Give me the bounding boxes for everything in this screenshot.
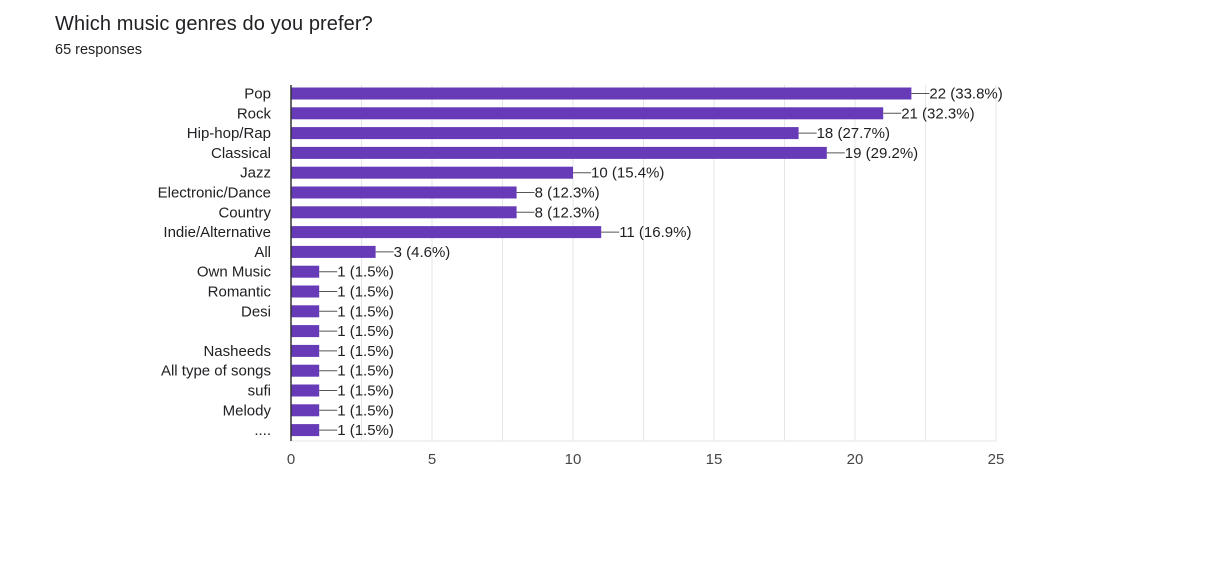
data-label: 22 (33.8%) bbox=[929, 86, 1002, 103]
category-label: Electronic/Dance bbox=[158, 185, 271, 202]
bar bbox=[291, 325, 320, 338]
x-tick-label: 25 bbox=[988, 451, 1005, 468]
data-label: 1 (1.5%) bbox=[337, 323, 394, 340]
question-title: Which music genres do you prefer? bbox=[55, 13, 373, 35]
x-tick-label: 5 bbox=[428, 451, 436, 468]
bar bbox=[291, 127, 799, 140]
bar bbox=[291, 245, 376, 258]
bar bbox=[291, 107, 884, 120]
category-label: Desi bbox=[241, 303, 271, 320]
category-label: All type of songs bbox=[161, 363, 271, 380]
bar bbox=[291, 404, 320, 417]
category-label: Melody bbox=[223, 402, 272, 419]
category-label: Country bbox=[218, 204, 271, 221]
category-label: Pop bbox=[244, 86, 271, 103]
data-label: 10 (15.4%) bbox=[591, 165, 664, 182]
x-tick-label: 15 bbox=[706, 451, 723, 468]
data-label: 3 (4.6%) bbox=[394, 244, 451, 261]
category-labels: Pop Rock Hip-hop/Rap Classical Jazz Electroni… bbox=[158, 86, 272, 440]
category-label: .... bbox=[254, 422, 271, 439]
bar bbox=[291, 344, 320, 357]
bars bbox=[291, 87, 912, 437]
x-tick-label: 10 bbox=[565, 451, 582, 468]
data-label: 1 (1.5%) bbox=[337, 284, 394, 301]
data-label: 1 (1.5%) bbox=[337, 264, 394, 281]
bar bbox=[291, 305, 320, 318]
bar bbox=[291, 186, 517, 199]
data-label: 1 (1.5%) bbox=[337, 422, 394, 439]
bar bbox=[291, 384, 320, 397]
data-label: 8 (12.3%) bbox=[535, 204, 600, 221]
bar bbox=[291, 166, 573, 179]
category-label: Indie/Alternative bbox=[163, 224, 271, 241]
bar bbox=[291, 285, 320, 298]
data-label: 11 (16.9%) bbox=[619, 224, 691, 241]
bar bbox=[291, 226, 602, 239]
bar bbox=[291, 87, 912, 100]
data-labels: 22 (33.8%) 21 (32.3%) 18 (27.7%) 19 (29.2%)… bbox=[319, 86, 1003, 439]
x-axis-ticks: 0 5 10 15 20 25 bbox=[287, 85, 1005, 468]
category-label: Romantic bbox=[208, 284, 272, 301]
category-label: Hip-hop/Rap bbox=[187, 125, 271, 142]
data-label: 8 (12.3%) bbox=[535, 185, 600, 202]
data-label: 1 (1.5%) bbox=[337, 383, 394, 400]
data-label: 1 (1.5%) bbox=[337, 343, 394, 360]
category-label: Own Music bbox=[197, 264, 272, 281]
category-label: Rock bbox=[237, 105, 272, 122]
response-count: 65 responses bbox=[55, 42, 143, 58]
data-label: 21 (32.3%) bbox=[901, 105, 974, 122]
category-label: Classical bbox=[211, 145, 271, 162]
x-tick-label: 20 bbox=[847, 451, 864, 468]
category-label: Nasheeds bbox=[203, 343, 271, 360]
data-label: 19 (29.2%) bbox=[845, 145, 918, 162]
data-label: 18 (27.7%) bbox=[817, 125, 890, 142]
data-label: 1 (1.5%) bbox=[337, 402, 394, 419]
category-label: sufi bbox=[248, 383, 271, 400]
bar bbox=[291, 364, 320, 377]
data-label: 1 (1.5%) bbox=[337, 363, 394, 380]
bar bbox=[291, 206, 517, 219]
x-tick-label: 0 bbox=[287, 451, 295, 468]
bar bbox=[291, 424, 320, 437]
category-label: All bbox=[254, 244, 271, 261]
category-label: Jazz bbox=[240, 165, 271, 182]
data-label: 1 (1.5%) bbox=[337, 303, 394, 320]
bar bbox=[291, 146, 827, 159]
bar bbox=[291, 265, 320, 278]
grid-lines bbox=[291, 85, 997, 442]
